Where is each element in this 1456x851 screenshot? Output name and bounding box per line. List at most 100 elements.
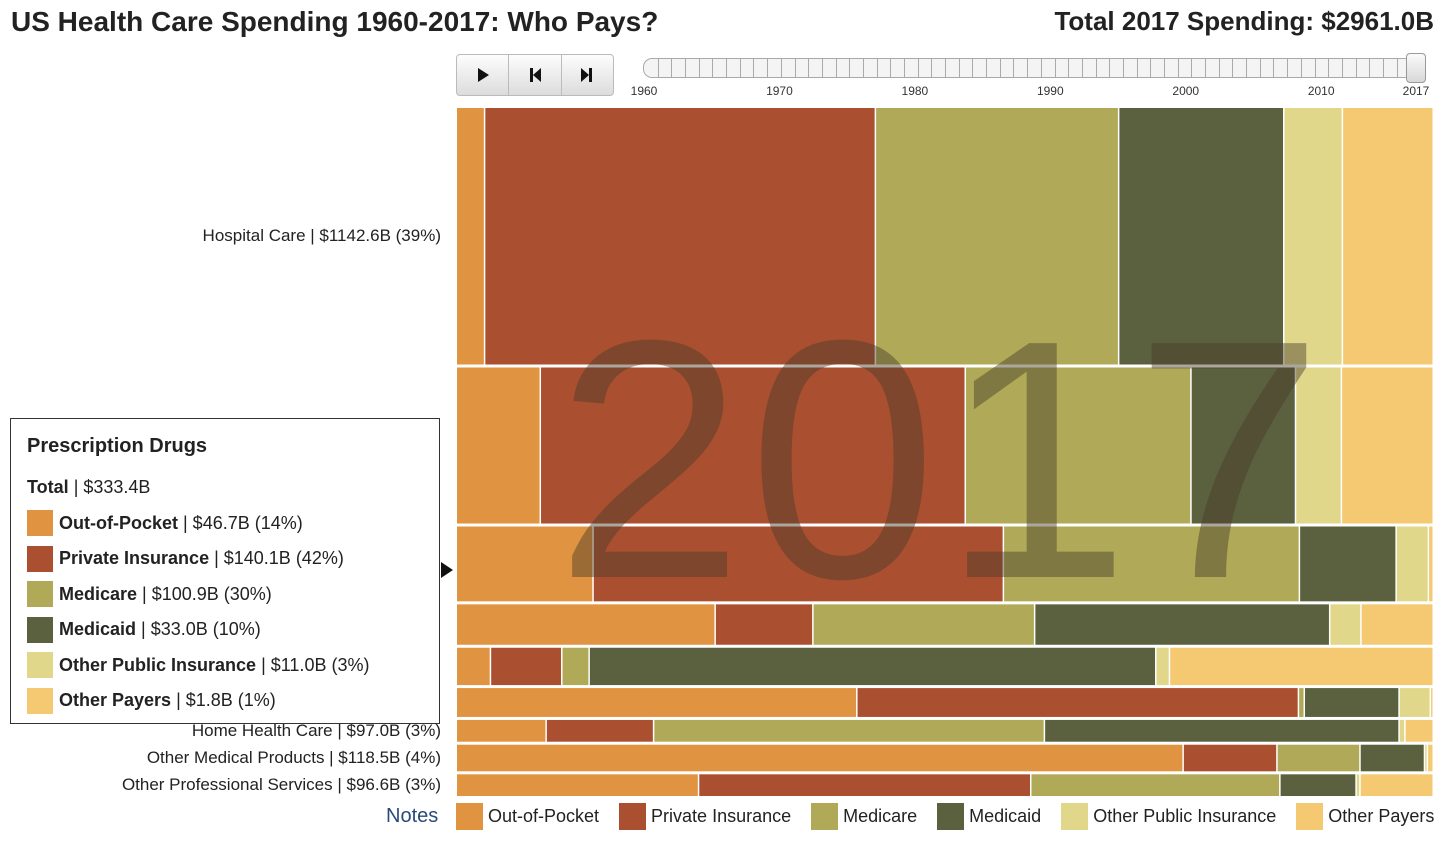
bar-segment[interactable] [857, 688, 1298, 717]
tooltip-pointer-icon [441, 562, 453, 578]
bar-segment[interactable] [1330, 604, 1361, 645]
bar-segment[interactable] [715, 604, 813, 645]
bar-segment[interactable] [1170, 647, 1433, 686]
bar-segment[interactable] [1305, 688, 1399, 717]
slider-tick [1013, 59, 1015, 77]
bar-segment[interactable] [1396, 526, 1428, 602]
bar-segment[interactable] [1300, 526, 1396, 602]
bar-segment[interactable] [1360, 744, 1424, 772]
slider-tick [685, 59, 687, 77]
bar-segment[interactable] [457, 744, 1183, 772]
slider-tick [999, 59, 1001, 77]
slider-tick [1328, 59, 1330, 77]
bar-segment[interactable] [1031, 774, 1280, 796]
bar-segment[interactable] [876, 108, 1118, 365]
row-label: Other Professional Services | $96.6B (3%… [121, 775, 441, 795]
bar-segment[interactable] [593, 526, 1003, 602]
slider-tick [1355, 59, 1357, 77]
tooltip-row-value: | $11.0B (3%) [256, 654, 370, 675]
bar-segment[interactable] [1342, 367, 1433, 524]
bar-segment[interactable] [457, 719, 546, 742]
legend-swatch [811, 803, 839, 830]
year-tick-label: 1980 [901, 84, 929, 98]
bar-segment[interactable] [1405, 719, 1433, 742]
year-tick-label: 2017 [1402, 84, 1430, 98]
tooltip-row-value: | $1.8B (1%) [171, 690, 276, 711]
slider-tick [890, 59, 892, 77]
bar-segment[interactable] [1156, 647, 1169, 686]
legend-item[interactable]: Private Insurance [619, 803, 791, 830]
bar-segment[interactable] [813, 604, 1034, 645]
play-button[interactable] [457, 55, 510, 95]
slider-tick [1273, 59, 1275, 77]
tooltip-swatch [27, 581, 53, 608]
year-slider-handle[interactable] [1406, 53, 1426, 83]
legend-item[interactable]: Medicare [811, 803, 917, 830]
bar-segment[interactable] [485, 108, 875, 365]
bar-segment[interactable] [1183, 744, 1277, 772]
bar-segment[interactable] [457, 647, 490, 686]
bar-segment[interactable] [699, 774, 1030, 796]
slider-tick [1068, 59, 1070, 77]
tooltip-swatch [27, 545, 53, 572]
year-tick-label: 1990 [1036, 84, 1064, 98]
bar-segment[interactable] [457, 526, 593, 602]
legend-item[interactable]: Other Public Insurance [1061, 803, 1276, 830]
bar-segment[interactable] [1296, 367, 1341, 524]
legend-item[interactable]: Other Payers [1296, 803, 1434, 830]
year-slider-track[interactable] [643, 58, 1425, 78]
bar-segment[interactable] [1035, 604, 1329, 645]
slider-tick [986, 59, 988, 77]
legend-label: Private Insurance [651, 806, 792, 826]
bar-segment[interactable] [654, 719, 1044, 742]
bar-segment[interactable] [1361, 604, 1433, 645]
play-icon [477, 68, 489, 82]
slider-tick [876, 59, 878, 77]
bar-segment[interactable] [1425, 744, 1427, 772]
bar-segment[interactable] [1280, 774, 1356, 796]
legend: Out-of-Pocket Private Insurance Medicare Me… [456, 803, 1454, 830]
bar-segment[interactable] [546, 719, 653, 742]
tooltip-swatch [27, 616, 53, 643]
notes-link[interactable]: Notes [386, 805, 439, 827]
bar-segment[interactable] [589, 647, 1156, 686]
bar-segment[interactable] [1399, 688, 1430, 717]
bar-segment[interactable] [1429, 526, 1433, 602]
bar-segment[interactable] [1431, 688, 1433, 717]
bar-segment[interactable] [457, 688, 857, 717]
bar-segment[interactable] [457, 774, 698, 796]
slider-tick [1177, 59, 1179, 77]
bar-segment[interactable] [1119, 108, 1284, 365]
legend-item[interactable]: Out-of-Pocket [456, 803, 599, 830]
bar-segment[interactable] [1284, 108, 1342, 365]
bar-segment[interactable] [457, 108, 484, 365]
bar-segment[interactable] [1191, 367, 1295, 524]
step-forward-button[interactable] [562, 55, 613, 95]
bar-segment[interactable] [1343, 108, 1433, 365]
bar-segment[interactable] [1428, 744, 1433, 772]
bar-segment[interactable] [457, 367, 540, 524]
bar-segment[interactable] [1277, 744, 1360, 772]
bar-segment[interactable] [1360, 774, 1433, 796]
bar-segment[interactable] [1399, 719, 1405, 742]
tooltip: Prescription Drugs Total | $333.4B Out-o… [10, 418, 440, 724]
bar-segment[interactable] [966, 367, 1191, 524]
step-back-button[interactable] [509, 55, 562, 95]
legend-label: Other Payers [1328, 806, 1435, 826]
bar-segment[interactable] [541, 367, 965, 524]
bar-segment[interactable] [1004, 526, 1299, 602]
slider-tick [1027, 59, 1029, 77]
slider-tick [1122, 59, 1124, 77]
bar-segment[interactable] [457, 604, 715, 645]
slider-tick [1164, 59, 1165, 77]
bar-segment[interactable] [562, 647, 589, 686]
bar-segment[interactable] [491, 647, 562, 686]
bar-segment[interactable] [1299, 688, 1304, 717]
page-title: US Health Care Spending 1960-2017: Who P… [11, 6, 659, 37]
bar-segment[interactable] [1045, 719, 1399, 742]
row-label: Hospital Care | $1142.6B (39%) [202, 226, 441, 246]
slider-tick [972, 59, 974, 77]
bar-segment[interactable] [1356, 774, 1360, 796]
legend-item[interactable]: Medicaid [937, 803, 1041, 830]
